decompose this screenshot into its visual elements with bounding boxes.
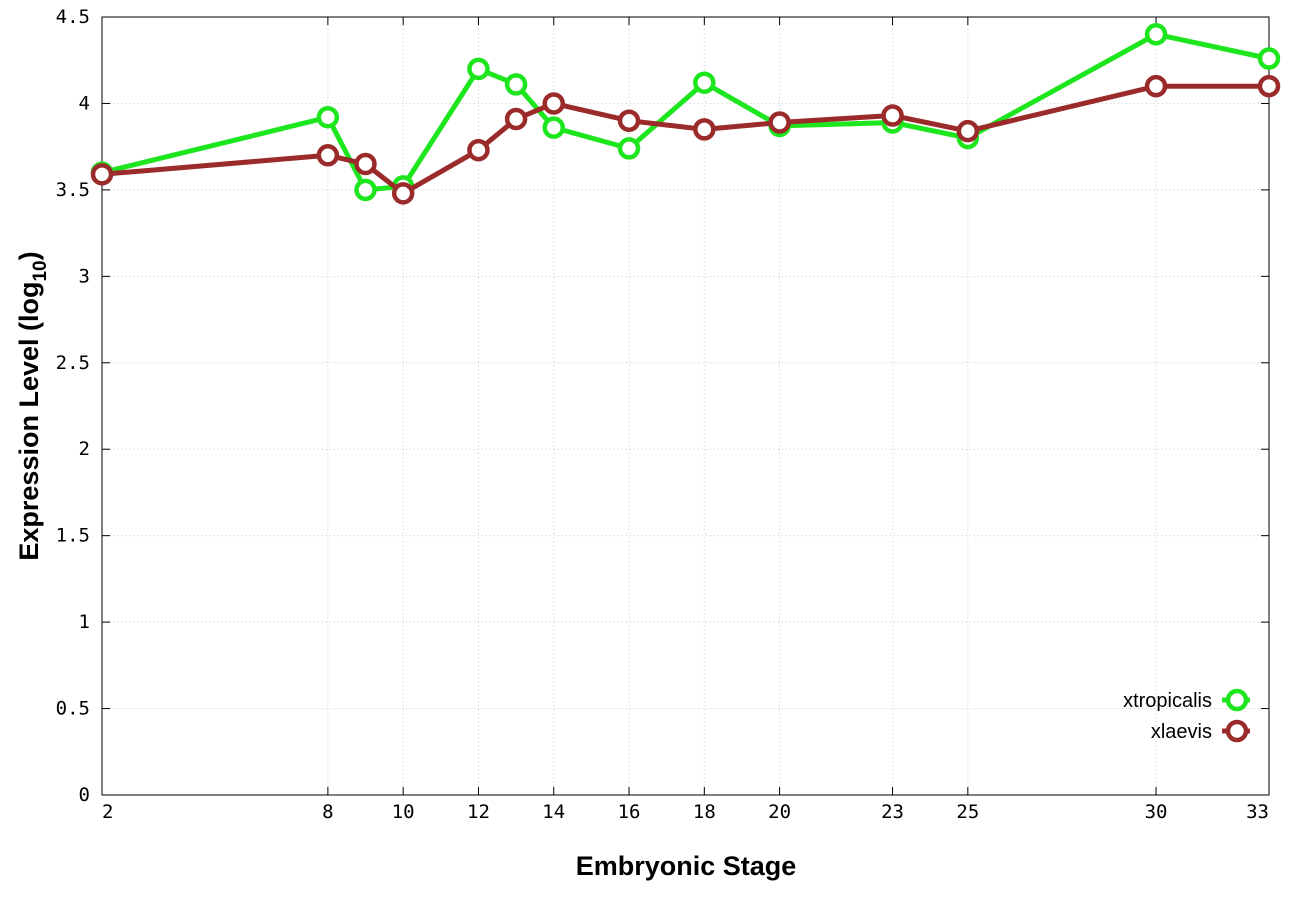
y-tick-label: 1 [79, 611, 90, 633]
y-tick-label: 0.5 [56, 698, 90, 720]
y-tick-label: 0 [79, 784, 90, 806]
x-tick-label: 14 [542, 801, 565, 823]
legend: xtropicalis xlaevis [1123, 688, 1250, 743]
x-tick-label: 23 [881, 801, 904, 823]
data-point-xtropicalis [504, 73, 528, 96]
series-layer [90, 23, 1281, 205]
y-tick-label: 4.5 [56, 6, 90, 28]
data-point-xlaevis [467, 138, 490, 162]
x-tick-label: 25 [956, 801, 979, 823]
data-point-xlaevis [768, 111, 791, 134]
x-tick-label: 18 [693, 801, 716, 823]
data-point-xlaevis [881, 104, 904, 127]
y-tick-label: 2.5 [56, 352, 90, 374]
y-axis-title: Expression Level (log10) [14, 251, 51, 560]
x-tick-label: 16 [618, 801, 641, 823]
x-tick-label: 2 [102, 801, 113, 823]
data-point-xlaevis [693, 118, 716, 141]
data-point-xlaevis [391, 182, 415, 205]
y-tick-label: 3 [79, 265, 90, 287]
legend-label: xtropicalis [1123, 690, 1212, 712]
data-point-xtropicalis [693, 71, 716, 94]
y-tick-label: 3.5 [56, 179, 90, 201]
plot-frame [101, 16, 1270, 796]
series-line-xtropicalis [101, 31, 1270, 193]
data-point-xlaevis [1144, 74, 1168, 98]
legend-item-xtropicalis: xtropicalis [1123, 688, 1250, 712]
data-point-xlaevis [316, 144, 340, 167]
data-point-xtropicalis [316, 106, 340, 129]
x-tick-label: 8 [322, 801, 333, 823]
x-tick-label: 12 [467, 801, 490, 823]
y-axis-title-subscript: 10 [30, 260, 51, 281]
data-point-xlaevis [1257, 74, 1281, 98]
y-axis-title-main: Expression Level (log [14, 282, 44, 561]
series-xtropicalis [90, 23, 1281, 202]
y-tick-label: 2 [79, 438, 90, 460]
data-point-xtropicalis [542, 116, 565, 139]
legend-swatch-marker [1225, 719, 1249, 743]
grid-lines [102, 17, 1269, 795]
x-tick-label: 20 [768, 801, 791, 823]
x-tick-label: 33 [1246, 801, 1269, 823]
x-tick-label: 10 [392, 801, 415, 823]
series-xlaevis [90, 74, 1281, 205]
data-point-xlaevis [90, 163, 114, 186]
data-point-xlaevis [956, 119, 980, 143]
data-point-xlaevis [542, 92, 565, 115]
data-point-xtropicalis [467, 57, 490, 81]
axis-ticks [101, 16, 1270, 796]
y-tick-label: 4 [79, 92, 90, 114]
x-axis-title: Embryonic Stage [576, 851, 797, 881]
data-point-xlaevis [504, 107, 528, 131]
legend-label: xlaevis [1151, 721, 1212, 743]
data-point-xtropicalis [354, 178, 377, 202]
x-tick-label: 30 [1145, 801, 1168, 823]
y-tick-label: 1.5 [56, 525, 90, 547]
data-point-xlaevis [617, 109, 641, 132]
data-point-xtropicalis [617, 137, 641, 160]
y-axis-title-close: ) [14, 251, 44, 260]
data-point-xtropicalis [1144, 23, 1168, 46]
legend-item-xlaevis: xlaevis [1151, 719, 1250, 743]
tick-labels: 0 0.5 1 1.5 2 2.5 3 3.5 4 4.5 2 8 10 12 14 16 18 20 23 25 30… [56, 6, 1269, 823]
legend-swatch-marker [1225, 688, 1249, 712]
data-point-xlaevis [354, 152, 377, 176]
data-point-xtropicalis [1257, 47, 1281, 70]
